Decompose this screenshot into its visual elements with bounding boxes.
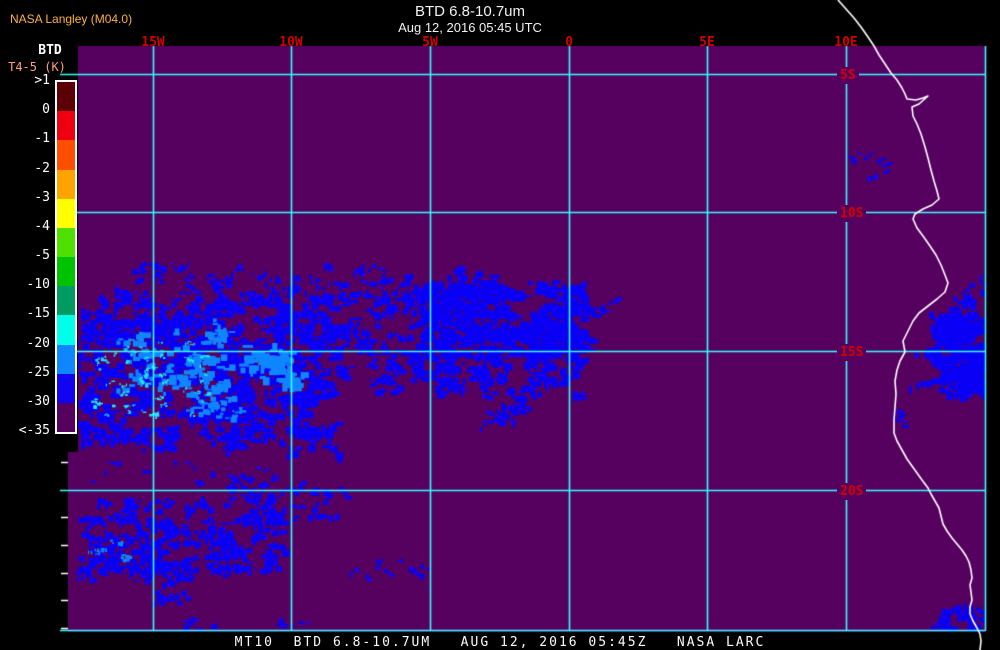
longitude-label: 15W — [141, 35, 165, 50]
longitude-label: 5E — [699, 35, 715, 50]
colorbar-tick-label: -20 — [26, 335, 50, 351]
colorbar-tick-label: >1 — [34, 73, 50, 88]
colorbar-segment — [57, 257, 75, 287]
colorbar-segment — [57, 402, 75, 433]
colorbar-segment — [57, 111, 75, 141]
latitude-label: 15S — [837, 344, 867, 361]
colorbar-tick-label: -2 — [34, 160, 50, 176]
latitude-label: 10S — [837, 205, 867, 222]
colorbar-segment — [57, 315, 75, 345]
longitude-label: 5W — [422, 35, 438, 50]
colorbar-tick-label: -25 — [26, 364, 50, 380]
colorbar-tick-label: -1 — [34, 131, 50, 147]
colorbar — [55, 80, 77, 434]
colorbar-tick-label: -5 — [34, 248, 50, 263]
colorbar-title: BTD — [38, 43, 62, 58]
page-title: BTD 6.8-10.7um — [414, 3, 526, 20]
footer-caption: MT10 BTD 6.8-10.7UM AUG 12, 2016 05:45Z … — [234, 635, 766, 650]
colorbar-tick-label: <-35 — [18, 423, 50, 438]
colorbar-segment — [57, 140, 75, 170]
colorbar-units: T4-5 (K) — [8, 60, 66, 74]
colorbar-tick-label: -10 — [26, 277, 50, 293]
timestamp-subtitle: Aug 12, 2016 05:45 UTC — [398, 20, 542, 35]
credit-text: NASA Langley (M04.0) — [10, 12, 133, 26]
colorbar-segment — [57, 227, 75, 258]
longitude-label: 0 — [565, 35, 573, 50]
colorbar-tick-label: -3 — [34, 189, 50, 205]
longitude-label: 10W — [279, 35, 303, 50]
colorbar-tick-label: -30 — [26, 393, 50, 409]
latitude-label: 20S — [837, 483, 867, 500]
colorbar-tick-label: -15 — [26, 306, 50, 322]
colorbar-tick-label: -4 — [34, 218, 50, 234]
colorbar-segment — [57, 286, 75, 316]
longitude-label: 10E — [834, 35, 858, 50]
colorbar-segment — [57, 169, 75, 199]
latitude-label: 5S — [837, 67, 859, 84]
colorbar-segment — [57, 82, 75, 112]
colorbar-segment — [57, 373, 75, 403]
colorbar-segment — [57, 198, 75, 228]
colorbar-tick-label: 0 — [42, 102, 50, 118]
colorbar-segment — [57, 344, 75, 374]
